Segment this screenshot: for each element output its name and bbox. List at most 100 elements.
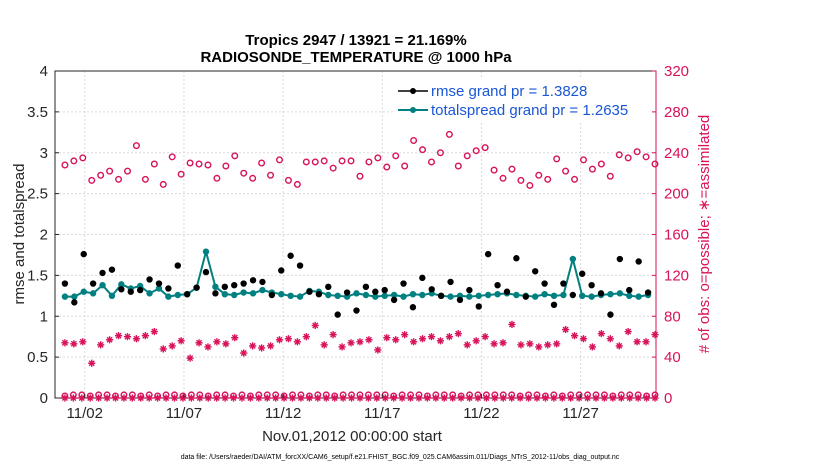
obs-assimilated-marker-stroke	[104, 394, 111, 402]
y-tick-label: 4	[40, 63, 48, 80]
obs-assimilated-marker-stroke	[455, 330, 462, 337]
obs-assimilated-marker	[329, 331, 337, 339]
obs-assimilated-marker-stroke	[508, 394, 515, 402]
rmse-marker	[278, 267, 285, 274]
obs-possible-marker	[204, 161, 212, 169]
obs-assimilated-marker-stroke	[424, 394, 431, 402]
obs-possible-marker	[329, 164, 337, 172]
rmse-marker	[80, 250, 87, 258]
obs-assimilated-marker-stroke	[169, 342, 176, 349]
obs-assimilated-marker	[383, 334, 391, 342]
rmse-marker	[193, 284, 200, 291]
obs-assimilated-marker-stroke	[124, 333, 131, 340]
spread-marker	[71, 293, 78, 300]
obs-possible-marker	[311, 158, 319, 166]
obs-assimilated-marker-stroke	[339, 343, 346, 350]
obs-assimilated-marker-stroke	[500, 394, 507, 402]
obs-assimilated-marker-stroke	[258, 344, 265, 351]
obs-possible-marker	[141, 175, 149, 183]
rmse-marker	[390, 296, 398, 304]
obs-assimilated-marker-stroke	[533, 394, 541, 402]
obs-assimilated-marker-stroke	[567, 394, 574, 402]
obs-assimilated-marker	[111, 394, 120, 402]
obs-assimilated-marker-stroke	[231, 334, 238, 341]
legend-key-spread	[398, 107, 428, 113]
obs-assimilated-marker	[141, 332, 149, 340]
obs-possible-marker	[159, 180, 167, 188]
obs-assimilated-marker	[196, 394, 204, 402]
rmse-marker	[108, 266, 116, 273]
obs-assimilated-marker-stroke	[410, 338, 417, 345]
obs-assimilated-marker-stroke	[618, 394, 625, 402]
obs-assimilated-marker	[258, 344, 266, 352]
spread-marker	[362, 291, 370, 299]
legend-label-rmse: rmse grand pr = 1.3828	[431, 83, 587, 100]
rmse-marker	[409, 304, 417, 311]
rmse-marker	[306, 288, 313, 295]
obs-assimilated-marker	[128, 394, 136, 402]
obs-assimilated-marker-stroke	[365, 394, 372, 402]
obs-assimilated-marker-stroke	[115, 332, 122, 339]
rmse-marker	[212, 290, 219, 297]
obs-assimilated-marker	[364, 394, 372, 402]
obs-possible-marker	[642, 153, 650, 161]
rmse-marker	[99, 269, 106, 277]
obs-assimilated-marker	[302, 333, 310, 341]
rmse-marker	[531, 268, 539, 275]
obs-possible-marker	[615, 151, 623, 159]
obs-assimilated-marker	[280, 394, 288, 402]
obs-assimilated-marker-stroke	[97, 341, 104, 348]
obs-assimilated-marker	[88, 359, 96, 367]
obs-assimilated-marker	[311, 321, 319, 330]
spread-marker	[174, 291, 181, 299]
obs-assimilated-marker	[617, 394, 625, 402]
spread-marker	[560, 291, 567, 299]
obs-assimilated-marker-stroke	[137, 394, 144, 402]
obs-assimilated-marker	[238, 394, 246, 402]
obs-assimilated-marker-stroke	[458, 394, 465, 402]
rmse-marker	[334, 311, 341, 318]
obs-possible-marker	[481, 144, 489, 152]
obs-assimilated-marker	[482, 394, 491, 402]
spread-marker	[494, 290, 501, 298]
obs-assimilated-marker-stroke	[213, 338, 220, 345]
obs-assimilated-marker	[154, 394, 162, 402]
obs-assimilated-marker	[550, 394, 558, 402]
obs-assimilated-marker-stroke	[61, 339, 68, 346]
obs-assimilated-marker	[132, 335, 141, 343]
rmse-marker	[353, 307, 360, 314]
x-tick-label: 11/22	[463, 405, 499, 422]
obs-assimilated-marker-stroke	[374, 346, 381, 354]
obs-assimilated-marker	[150, 327, 158, 336]
obs-assimilated-marker-stroke	[323, 394, 330, 402]
obs-assimilated-marker	[338, 343, 346, 351]
rmse-marker	[136, 286, 144, 294]
obs-possible-marker	[535, 171, 543, 179]
obs-assimilated-marker-stroke	[625, 328, 632, 335]
obs-possible-marker	[454, 162, 462, 170]
obs-assimilated-marker	[633, 338, 641, 346]
spread-marker	[513, 291, 520, 299]
obs-assimilated-marker-stroke	[392, 336, 399, 343]
spread-marker	[400, 293, 407, 300]
obs-assimilated-marker-stroke	[643, 338, 650, 345]
x-tick-label: 11/12	[265, 405, 301, 422]
obs-possible-marker	[633, 148, 641, 156]
obs-assimilated-marker-stroke	[499, 339, 507, 346]
obs-assimilated-marker	[70, 340, 78, 348]
spread-marker	[447, 293, 454, 300]
obs-assimilated-marker	[524, 394, 533, 402]
rmse-marker	[579, 270, 586, 277]
spread-marker	[325, 291, 332, 299]
rmse-marker	[174, 262, 181, 269]
spread-marker	[579, 292, 586, 300]
obs-assimilated-marker-stroke	[634, 338, 641, 345]
y-tick-label: 0	[40, 390, 48, 407]
obs-assimilated-marker	[297, 394, 305, 402]
spread-marker	[475, 292, 482, 300]
y2-tick-label: 240	[664, 145, 689, 162]
obs-assimilated-marker-stroke	[312, 322, 319, 329]
obs-assimilated-marker	[221, 394, 229, 402]
